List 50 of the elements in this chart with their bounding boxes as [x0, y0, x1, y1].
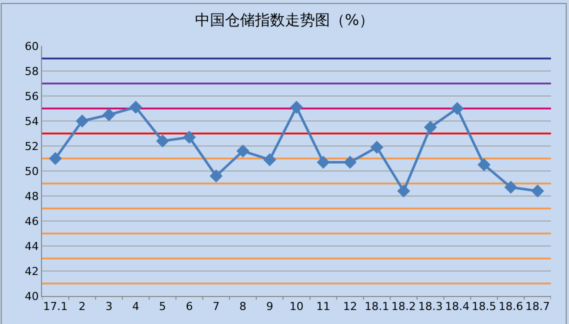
point [531, 184, 544, 198]
x-tick-label: 4 [132, 300, 140, 314]
x-tick-label: 8 [239, 300, 246, 314]
x-tick-label: 9 [266, 300, 274, 314]
point [316, 156, 330, 169]
point [182, 130, 196, 144]
x-tick-label: 12 [343, 300, 358, 314]
point [129, 100, 142, 114]
y-tick-label: 46 [24, 214, 39, 228]
point [102, 108, 116, 122]
x-tick-label: 7 [212, 300, 220, 314]
x-tick-label: 18.4 [444, 300, 470, 314]
point [478, 158, 491, 172]
chart-title: 中国仓储指数走势图（%） [194, 11, 374, 30]
y-tick-label: 42 [24, 264, 39, 278]
y-tick-label: 52 [24, 140, 39, 153]
point [263, 153, 276, 166]
x-tick-label: 5 [159, 300, 166, 314]
x-tick-label: 18.6 [498, 300, 524, 314]
x-tick-label: 3 [105, 300, 112, 314]
x-tick-label: 18.2 [391, 300, 416, 314]
point [504, 180, 518, 194]
y-tick-label: 54 [24, 114, 39, 128]
point [210, 170, 223, 182]
y-tick-label: 50 [24, 164, 39, 178]
y-tick-label: 58 [24, 64, 39, 78]
point [76, 114, 89, 128]
point [370, 140, 384, 154]
x-tick-label: 17.1 [43, 300, 68, 314]
x-tick-label: 18.7 [525, 300, 550, 314]
x-tick-label: 18.1 [364, 300, 390, 314]
y-tick-label: 40 [24, 290, 39, 303]
x-tick-label: 11 [316, 300, 330, 314]
point [236, 144, 250, 158]
point [48, 152, 62, 165]
point [156, 134, 170, 148]
y-tick-label: 60 [24, 40, 39, 53]
point [290, 100, 303, 114]
point [450, 102, 464, 115]
x-tick-label: 6 [186, 300, 193, 314]
x-tick-label: 18.3 [418, 300, 443, 314]
point [344, 156, 357, 169]
x-tick-label: 18.5 [472, 300, 496, 314]
point [397, 184, 410, 198]
x-tick-label: 2 [78, 300, 86, 314]
y-tick-label: 44 [24, 240, 39, 253]
y-tick-label: 48 [24, 190, 39, 203]
y-tick-label: 56 [24, 90, 39, 103]
point [424, 120, 437, 134]
x-tick-label: 10 [290, 300, 304, 314]
